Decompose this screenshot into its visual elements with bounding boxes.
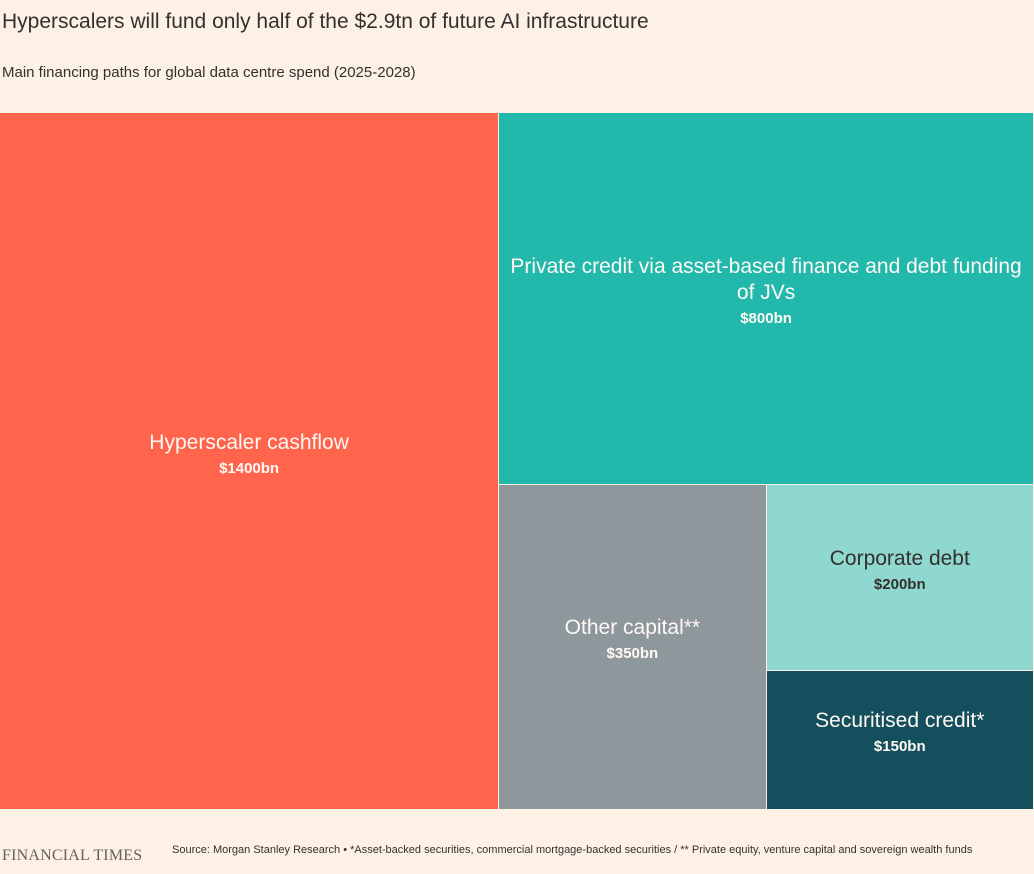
tile-label: Corporate debt: [829, 546, 970, 570]
tile-value: $200bn: [873, 575, 926, 593]
tile-label: Hyperscaler cashflow: [149, 430, 349, 454]
treemap-chart: Hyperscaler cashflow $1400bn Private credi…: [0, 113, 1034, 810]
tile-value: $1400bn: [219, 459, 280, 477]
source-note: Source: Morgan Stanley Research • *Asset…: [172, 844, 973, 856]
tile-value: $350bn: [606, 645, 659, 663]
tile-value: $800bn: [740, 309, 792, 327]
treemap-tile: Securitised credit* $150bn: [766, 670, 1034, 810]
treemap-tile: Other capital** $350bn: [499, 484, 767, 810]
tile-label: Other capital**: [564, 616, 701, 640]
ft-logo: FINANCIAL TIMES: [2, 847, 143, 864]
tile-label: Private credit via asset-based finance a…: [510, 254, 1022, 304]
footer: FINANCIAL TIMES Source: Morgan Stanley R…: [0, 836, 1034, 874]
treemap-tile: Private credit via asset-based finance a…: [499, 113, 1034, 485]
chart-subtitle: Main financing paths for global data cen…: [2, 64, 416, 81]
chart-title: Hyperscalers will fund only half of the …: [2, 10, 649, 33]
treemap-tile: Corporate debt $200bn: [766, 484, 1034, 671]
tile-value: $150bn: [873, 738, 926, 756]
treemap-tile: Hyperscaler cashflow $1400bn: [0, 113, 500, 810]
tile-label: Securitised credit*: [815, 709, 985, 733]
